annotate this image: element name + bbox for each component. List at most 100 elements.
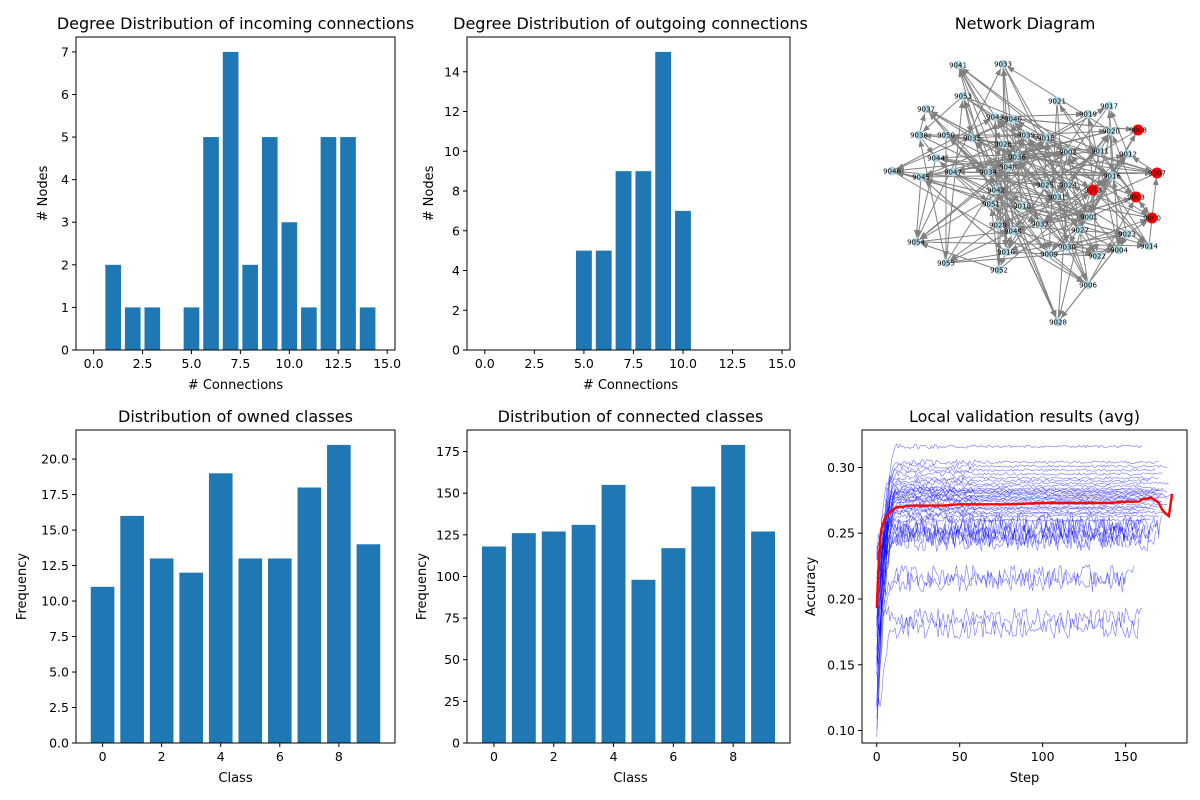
network-edge-arrow bbox=[1093, 243, 1100, 252]
network-node bbox=[911, 237, 921, 247]
network-edge bbox=[940, 158, 1069, 186]
network-node-label: 9001 bbox=[1080, 214, 1098, 222]
x-tick-label: 2.5 bbox=[133, 356, 153, 371]
x-tick-label: 50 bbox=[952, 749, 968, 764]
network-edge-arrow bbox=[994, 132, 1001, 140]
network-edge-arrow bbox=[1064, 189, 1071, 198]
y-tick-label: 0.20 bbox=[827, 591, 855, 606]
y-tick-label: 7.5 bbox=[49, 629, 69, 644]
x-axis-label: Step bbox=[1010, 771, 1040, 786]
x-axis-label: # Connections bbox=[188, 378, 284, 393]
network-node bbox=[1041, 133, 1051, 143]
network-node-label: 9009 bbox=[1040, 251, 1058, 259]
network-edge bbox=[1088, 118, 1120, 251]
network-edge bbox=[1148, 177, 1157, 247]
client-accuracy-line bbox=[876, 524, 1146, 623]
network-edge-arrow bbox=[926, 146, 934, 154]
connected-classes-chart: Distribution of connected classes Class … bbox=[415, 407, 791, 786]
network-edge-arrow bbox=[1136, 242, 1145, 249]
network-edge bbox=[940, 151, 1069, 159]
network-edge-arrow bbox=[924, 180, 932, 188]
bar bbox=[340, 137, 356, 350]
network-node bbox=[1083, 280, 1093, 290]
network-node bbox=[1123, 149, 1133, 159]
client-accuracy-line bbox=[876, 592, 1143, 631]
client-accuracy-line bbox=[876, 443, 1143, 710]
network-edge bbox=[1112, 135, 1137, 198]
network-node-highlighted bbox=[1132, 124, 1144, 136]
y-tick-label: 1 bbox=[61, 300, 69, 315]
x-tick-label: 8 bbox=[729, 749, 737, 764]
bar bbox=[661, 548, 686, 743]
network-node bbox=[1092, 251, 1102, 261]
network-node-label: 9004 bbox=[1110, 247, 1128, 255]
x-axis-label: Class bbox=[218, 771, 252, 786]
bar bbox=[359, 307, 376, 350]
client-lines bbox=[876, 443, 1173, 738]
network-edge bbox=[974, 141, 1068, 248]
x-tick-label: 12.5 bbox=[719, 356, 747, 371]
network-node bbox=[991, 185, 1001, 195]
x-tick-label: 12.5 bbox=[324, 356, 352, 371]
network-node-label: 9007 bbox=[1148, 170, 1166, 178]
y-tick-label: 3 bbox=[61, 215, 69, 230]
network-edge bbox=[998, 192, 1090, 271]
network-node-label: 9002 bbox=[1059, 149, 1077, 157]
y-tick-label: 100 bbox=[436, 569, 460, 584]
network-edge bbox=[1000, 190, 1090, 218]
network-node bbox=[1107, 171, 1117, 181]
network-edge bbox=[1057, 237, 1125, 323]
network-edge-arrow bbox=[1013, 132, 1022, 139]
network-edge bbox=[919, 139, 947, 264]
network-edge-arrow bbox=[919, 231, 928, 239]
y-tick-label: 4 bbox=[61, 172, 69, 187]
network-node-label: 9039 bbox=[1017, 132, 1035, 140]
network-node-label: 9049 bbox=[1004, 228, 1022, 236]
x-tick-label: 7.5 bbox=[230, 356, 250, 371]
y-tick-label: 25 bbox=[444, 694, 460, 709]
network-edge-arrow bbox=[1124, 187, 1132, 195]
x-tick-label: 10.0 bbox=[669, 356, 697, 371]
network-edge-arrow bbox=[957, 169, 966, 176]
network-node-label: 9022 bbox=[1088, 253, 1106, 261]
client-accuracy-line bbox=[876, 477, 1151, 619]
network-edge-arrow bbox=[994, 207, 1003, 214]
client-accuracy-line bbox=[876, 459, 1159, 665]
bar bbox=[124, 307, 141, 350]
y-axis-label: # Nodes bbox=[36, 165, 51, 221]
x-axis-label: # Connections bbox=[583, 378, 679, 393]
client-accuracy-line bbox=[876, 511, 1143, 738]
network-node-label: 9051 bbox=[982, 201, 1000, 209]
y-tick-label: 17.5 bbox=[41, 487, 69, 502]
network-node-label: 9041 bbox=[949, 62, 967, 70]
network-edge-arrow bbox=[1129, 134, 1136, 142]
network-edge-arrow bbox=[1117, 237, 1124, 246]
network-edge bbox=[1072, 186, 1153, 219]
network-edge bbox=[1068, 156, 1089, 286]
network-edge bbox=[1003, 68, 1023, 207]
network-node-label: 9043 bbox=[986, 114, 1004, 122]
network-edge-arrow bbox=[1045, 142, 1052, 151]
network-edge-arrow bbox=[1056, 184, 1063, 193]
owned-classes-chart: Distribution of owned classes Class Freq… bbox=[15, 407, 396, 786]
bar bbox=[90, 586, 115, 743]
network-node-label: 9020 bbox=[1102, 128, 1120, 136]
network-node-label: 9011 bbox=[1091, 148, 1109, 156]
bar bbox=[120, 515, 144, 743]
network-node-label: 9033 bbox=[994, 61, 1012, 69]
client-accuracy-line bbox=[876, 480, 1169, 607]
network-node bbox=[1114, 245, 1124, 255]
network-edge-arrow bbox=[923, 133, 932, 140]
network-node-label: 9000 bbox=[1143, 215, 1161, 223]
bar bbox=[511, 533, 536, 743]
axes-frame bbox=[75, 429, 396, 744]
chart-title: Distribution of connected classes bbox=[498, 407, 764, 426]
y-axis-label: # Nodes bbox=[422, 165, 437, 221]
network-edge-arrow bbox=[1152, 177, 1159, 186]
network-edge-arrow bbox=[919, 113, 926, 122]
network-edge-arrow bbox=[1106, 247, 1115, 254]
network-edge-arrow bbox=[1139, 200, 1146, 209]
bar-group bbox=[105, 51, 376, 351]
network-edge-arrow bbox=[1057, 309, 1064, 318]
network-edge-arrow bbox=[1123, 197, 1132, 204]
